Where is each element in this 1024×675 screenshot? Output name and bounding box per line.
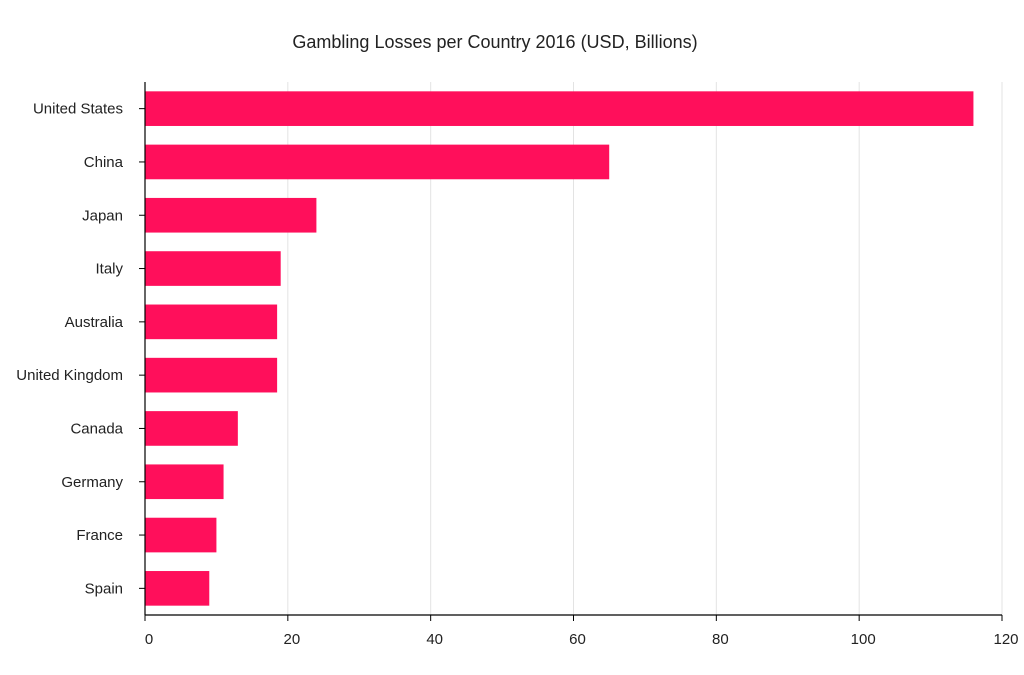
bar-japan — [145, 197, 317, 233]
y-tick-label: Japan — [82, 207, 123, 224]
x-tick-label: 120 — [993, 631, 1018, 648]
bar-united-states — [145, 91, 974, 126]
y-tick-label: France — [76, 527, 123, 544]
bar-germany — [145, 464, 224, 500]
y-tick-label: Spain — [85, 580, 123, 597]
y-tick-label: Australia — [65, 314, 124, 331]
y-tick-label: Italy — [95, 261, 123, 278]
x-tick-label: 0 — [145, 631, 153, 648]
bar-france — [145, 517, 217, 553]
chart-title: Gambling Losses per Country 2016 (USD, B… — [292, 32, 698, 52]
x-tick-label: 40 — [426, 631, 443, 648]
y-tick-label: United Kingdom — [16, 367, 123, 384]
x-tick-label: 100 — [851, 631, 876, 648]
bar-spain — [145, 571, 210, 606]
x-tick-label: 80 — [712, 631, 729, 648]
x-tick-label: 20 — [283, 631, 300, 648]
x-tick-label: 60 — [569, 631, 586, 648]
y-tick-label: United States — [33, 101, 123, 118]
y-tick-label: China — [84, 154, 124, 171]
y-tick-label: Germany — [61, 474, 123, 491]
bar-italy — [145, 251, 281, 286]
bar-china — [145, 144, 610, 180]
bar-united-kingdom — [145, 357, 278, 393]
bar-canada — [145, 411, 238, 446]
bar-australia — [145, 304, 278, 340]
y-tick-label: Canada — [70, 420, 123, 437]
